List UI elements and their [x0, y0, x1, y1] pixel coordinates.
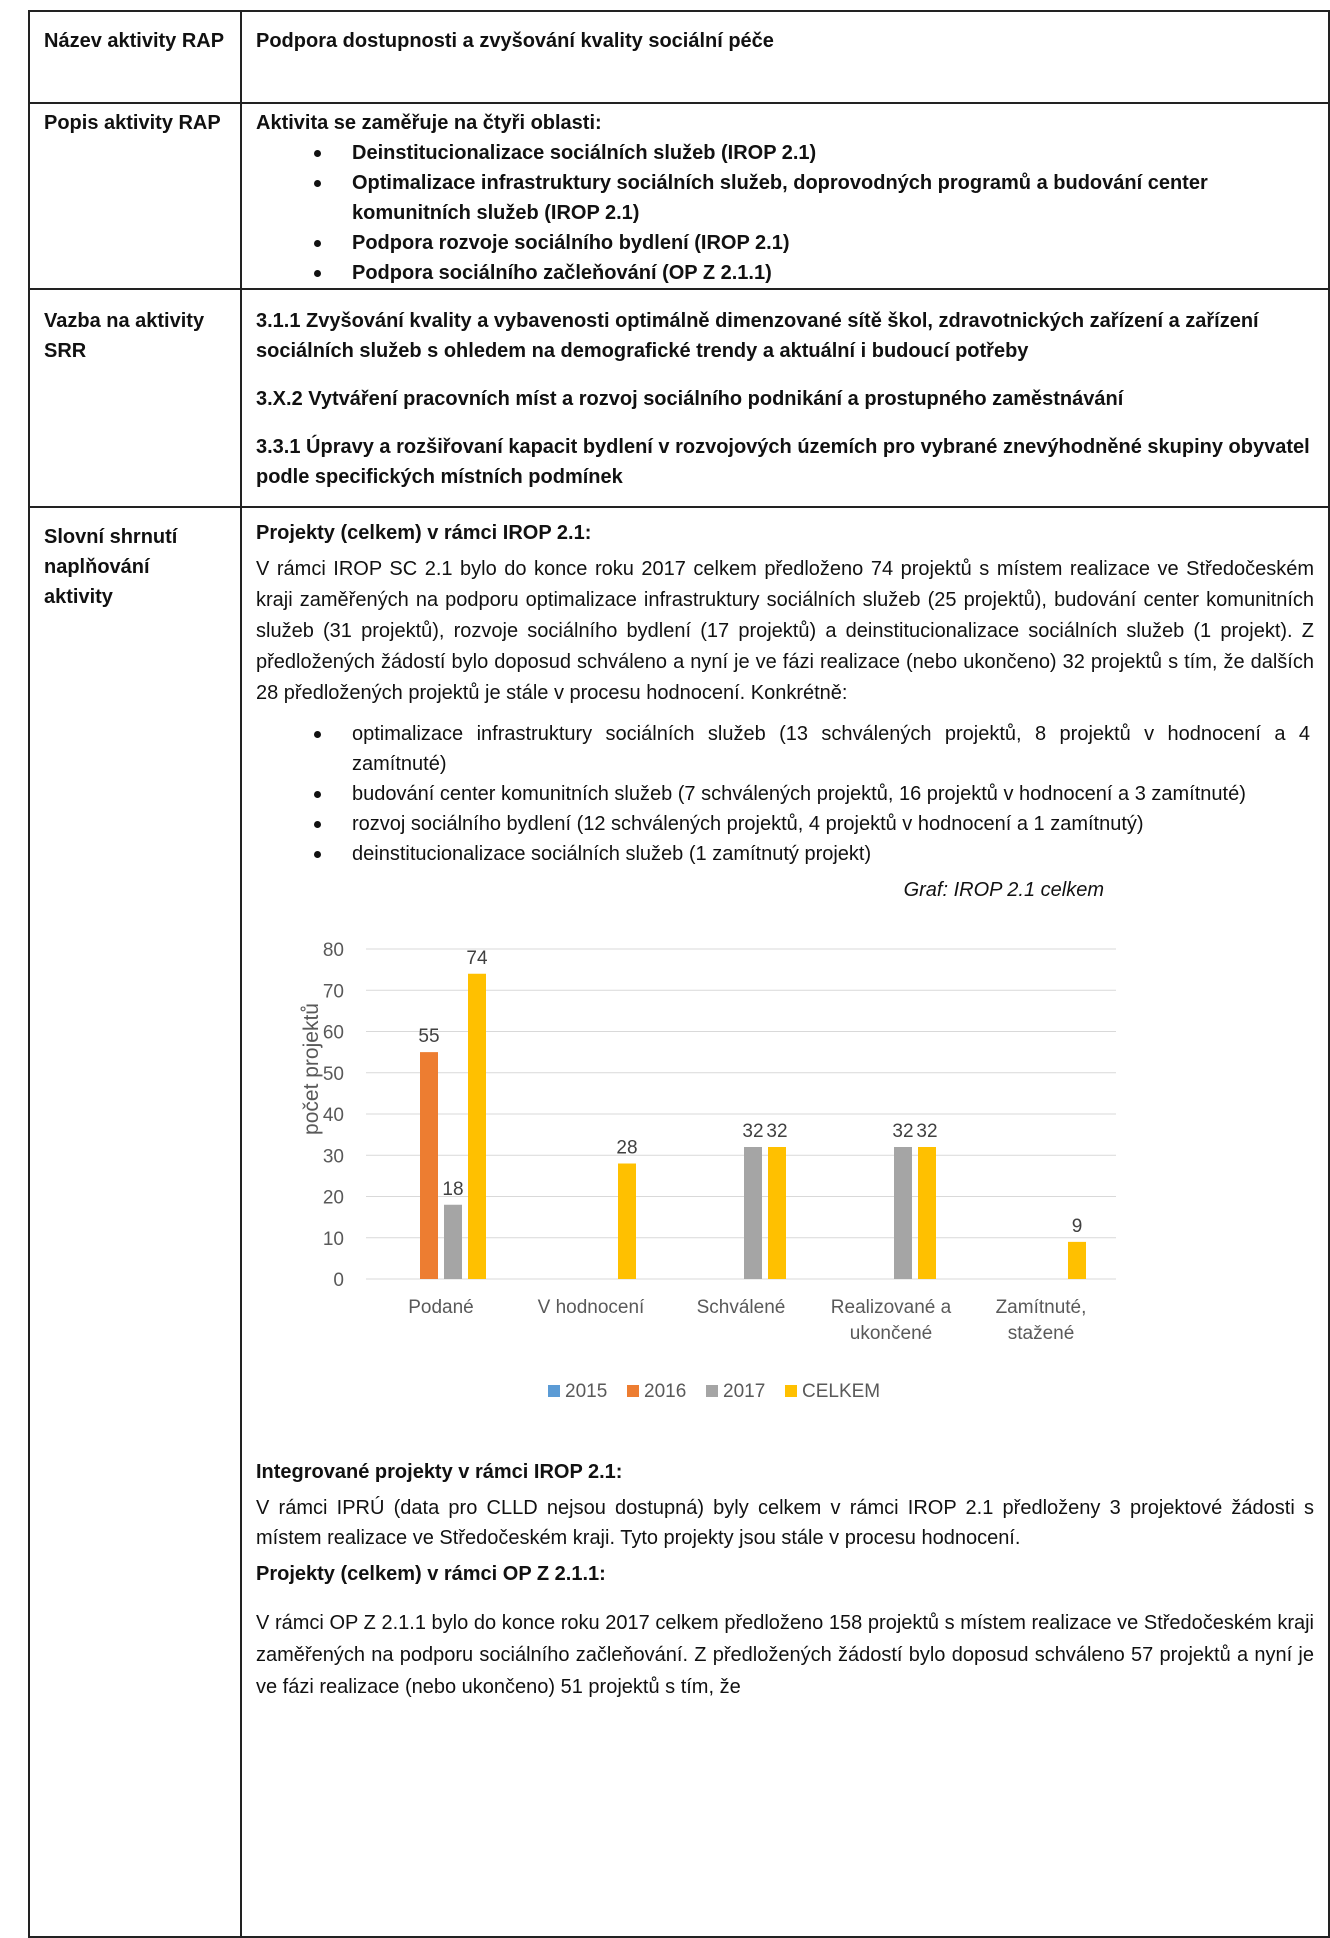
- data-label: 9: [1072, 1216, 1083, 1237]
- data-label: 32: [892, 1121, 913, 1142]
- srr-item: 3.3.1 Úpravy a rozšiřovaní kapacit bydle…: [256, 436, 1310, 488]
- list-item: deinstitucionalizace sociálních služeb (…: [256, 839, 1314, 869]
- y-tick-label: 30: [323, 1146, 344, 1167]
- bars: [420, 973, 1086, 1279]
- bar: [420, 1052, 438, 1279]
- y-tick-label: 50: [323, 1064, 344, 1085]
- legend-label: CELKEM: [802, 1381, 880, 1402]
- data-label: 18: [442, 1179, 463, 1200]
- section-heading: Integrované projekty v rámci IROP 2.1:: [256, 1461, 623, 1483]
- list-item: Optimalizace infrastruktury sociálních s…: [256, 168, 1314, 228]
- section-heading: Projekty (celkem) v rámci IROP 2.1:: [256, 522, 592, 544]
- legend-label: 2016: [644, 1381, 686, 1402]
- data-label: 32: [916, 1121, 937, 1142]
- data-label: 32: [742, 1121, 763, 1142]
- x-tick-label: Zamítnuté,: [996, 1297, 1087, 1318]
- y-tick-label: 10: [323, 1229, 344, 1250]
- y-tick-label: 20: [323, 1188, 344, 1209]
- chart-caption: Graf: IROP 2.1 celkem: [903, 879, 1104, 901]
- legend-label: 2015: [565, 1381, 607, 1402]
- row-nazev: Název aktivity RAP Podpora dostupnosti a…: [28, 10, 1330, 104]
- value-cell: Aktivita se zaměřuje na čtyři oblasti: D…: [240, 102, 1330, 290]
- y-tick-label: 0: [333, 1270, 344, 1291]
- data-label: 74: [466, 948, 488, 969]
- legend-label: 2017: [723, 1381, 765, 1402]
- row-label-vazba: Vazba na aktivity SRR: [44, 310, 205, 362]
- activity-table: Název aktivity RAP Podpora dostupnosti a…: [28, 10, 1330, 1938]
- srr-item: 3.1.1 Zvyšování kvality a vybavenosti op…: [256, 310, 1259, 362]
- srr-item: 3.X.2 Vytváření pracovních míst a rozvoj…: [256, 388, 1124, 410]
- x-tick-label: Realizované a: [831, 1297, 952, 1318]
- x-tick-label: stažené: [1008, 1323, 1075, 1344]
- y-tick-label: 40: [323, 1105, 344, 1126]
- paragraph: V rámci IPRÚ (data pro CLLD nejsou dostu…: [256, 1497, 1314, 1549]
- data-label: 32: [766, 1121, 787, 1142]
- list-item: optimalizace infrastruktury sociálních s…: [256, 719, 1314, 779]
- x-tick-label: ukončené: [850, 1323, 932, 1344]
- legend-swatch: [785, 1385, 797, 1397]
- label-cell: Slovní shrnutí naplňování aktivity: [28, 506, 242, 1938]
- label-cell: Vazba na aktivity SRR: [28, 288, 242, 508]
- x-tick-label: Podané: [408, 1297, 474, 1318]
- list-item: Deinstitucionalizace sociálních služeb (…: [256, 138, 1314, 168]
- label-cell: Popis aktivity RAP: [28, 102, 242, 290]
- bar-chart: 0 10 20 30 40 50 60 70 80 55 18 74 28 32 32 32 32 9 Poda…: [256, 909, 1136, 1449]
- y-tick-labels: 0 10 20 30 40 50 60 70 80: [323, 940, 344, 1291]
- detail-list: optimalizace infrastruktury sociálních s…: [256, 719, 1314, 869]
- bar: [744, 1147, 762, 1279]
- data-label: 55: [418, 1026, 439, 1047]
- list-item: rozvoj sociálního bydlení (12 schválenýc…: [256, 809, 1314, 839]
- data-label: 28: [616, 1138, 637, 1159]
- legend-swatch: [627, 1385, 639, 1397]
- x-tick-label: Schválené: [697, 1297, 786, 1318]
- legend: 2015 2016 2017 CELKEM: [548, 1381, 880, 1402]
- bar: [618, 1163, 636, 1279]
- value-cell: Podpora dostupnosti a zvyšování kvality …: [240, 10, 1330, 104]
- y-tick-label: 70: [323, 981, 344, 1002]
- y-axis-label: počet projektů: [300, 1003, 323, 1135]
- row-label-popis: Popis aktivity RAP: [44, 112, 221, 134]
- bar: [768, 1147, 786, 1279]
- y-tick-label: 60: [323, 1023, 344, 1044]
- activity-title: Podpora dostupnosti a zvyšování kvality …: [256, 30, 774, 52]
- label-cell: Název aktivity RAP: [28, 10, 242, 104]
- row-label-nazev: Název aktivity RAP: [44, 30, 225, 52]
- legend-swatch: [706, 1385, 718, 1397]
- x-tick-label: V hodnocení: [538, 1297, 645, 1318]
- row-shrnuti: Slovní shrnutí naplňování aktivity Proje…: [28, 506, 1330, 1938]
- x-tick-labels: Podané V hodnocení Schválené Realizované a u…: [408, 1297, 1086, 1344]
- value-cell: Projekty (celkem) v rámci IROP 2.1: V rá…: [240, 506, 1330, 1938]
- bar: [1068, 1241, 1086, 1279]
- legend-swatch: [548, 1385, 560, 1397]
- bar: [894, 1147, 912, 1279]
- value-cell: 3.1.1 Zvyšování kvality a vybavenosti op…: [240, 288, 1330, 508]
- list-item: Podpora rozvoje sociálního bydlení (IROP…: [256, 228, 1314, 258]
- bar: [468, 973, 486, 1279]
- list-item: Podpora sociálního začleňování (OP Z 2.1…: [256, 258, 1314, 288]
- bar: [444, 1204, 462, 1279]
- row-popis: Popis aktivity RAP Aktivita se zaměřuje …: [28, 102, 1330, 290]
- popis-list: Deinstitucionalizace sociálních služeb (…: [256, 138, 1314, 288]
- list-item: budování center komunitních služeb (7 sc…: [256, 779, 1314, 809]
- y-tick-label: 80: [323, 940, 344, 961]
- section-heading: Projekty (celkem) v rámci OP Z 2.1.1:: [256, 1563, 606, 1585]
- bar: [918, 1147, 936, 1279]
- gridlines: [366, 948, 1116, 1280]
- paragraph: V rámci OP Z 2.1.1 bylo do konce roku 20…: [256, 1612, 1314, 1698]
- row-label-shrnuti: Slovní shrnutí naplňování aktivity: [44, 526, 178, 608]
- paragraph: V rámci IROP SC 2.1 bylo do konce roku 2…: [256, 558, 1314, 704]
- popis-intro: Aktivita se zaměřuje na čtyři oblasti:: [256, 112, 602, 134]
- row-vazba: Vazba na aktivity SRR 3.1.1 Zvyšování kv…: [28, 288, 1330, 508]
